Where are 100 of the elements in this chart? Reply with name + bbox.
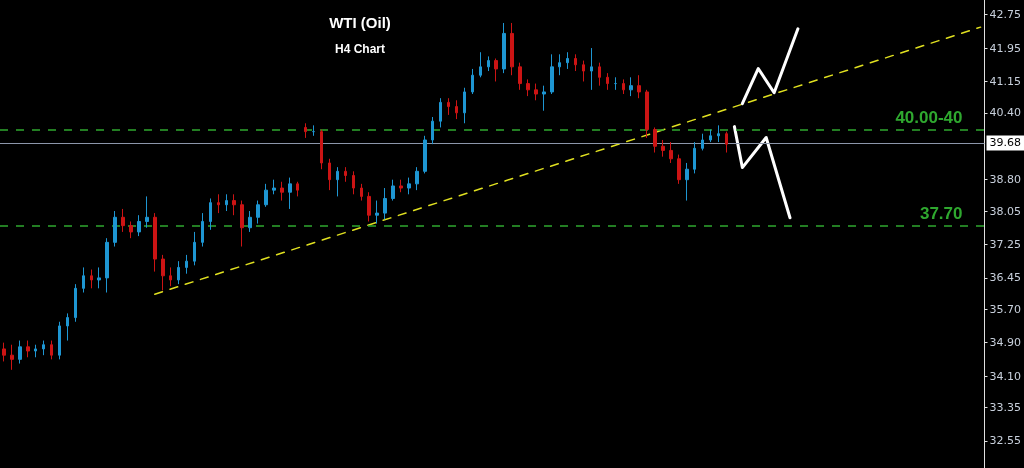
candlestick bbox=[645, 89, 649, 139]
candlestick bbox=[74, 283, 77, 323]
candlestick bbox=[256, 200, 260, 225]
candlestick bbox=[407, 177, 411, 195]
candlestick bbox=[717, 124, 720, 143]
candlestick bbox=[97, 266, 101, 289]
candlestick bbox=[90, 269, 93, 289]
y-tick-label: 38.80 bbox=[989, 173, 1022, 187]
candlestick bbox=[487, 55, 490, 72]
candlestick bbox=[582, 60, 585, 82]
candlestick bbox=[82, 266, 85, 293]
candlestick bbox=[542, 85, 546, 112]
y-tick-label: 32.55 bbox=[989, 434, 1022, 448]
candlestick bbox=[502, 22, 506, 74]
candlestick bbox=[217, 193, 220, 214]
candlestick bbox=[550, 53, 554, 95]
candlestick bbox=[121, 208, 125, 233]
candlestick bbox=[629, 76, 633, 97]
y-tick-label: 34.10 bbox=[989, 369, 1022, 383]
candlestick bbox=[534, 83, 538, 101]
candlestick bbox=[598, 62, 601, 87]
candlestick bbox=[50, 340, 53, 360]
candlestick bbox=[42, 340, 45, 356]
candlestick bbox=[701, 133, 704, 151]
candlestick bbox=[272, 179, 276, 195]
y-tick-label: 41.15 bbox=[989, 74, 1022, 88]
candlestick bbox=[669, 141, 673, 164]
candlestick bbox=[201, 212, 204, 248]
candlestick bbox=[193, 231, 196, 266]
ref-line-label: 39.68 bbox=[989, 136, 1022, 150]
candlestick bbox=[161, 254, 165, 291]
y-tick-label: 36.45 bbox=[989, 271, 1022, 285]
candlestick bbox=[518, 62, 522, 91]
y-tick-label: 35.70 bbox=[989, 302, 1022, 316]
candlestick bbox=[423, 135, 427, 174]
candlestick bbox=[129, 220, 133, 239]
candlestick bbox=[320, 129, 323, 170]
y-tick-label: 34.90 bbox=[989, 336, 1022, 350]
candlestick bbox=[225, 193, 228, 212]
candlestick bbox=[566, 51, 569, 70]
candlestick bbox=[360, 183, 363, 202]
y-tick-label: 42.75 bbox=[989, 8, 1022, 22]
y-tick-label: 37.25 bbox=[989, 237, 1022, 251]
candlestick bbox=[248, 210, 252, 233]
candlestick bbox=[209, 197, 212, 231]
candlestick bbox=[455, 99, 458, 120]
candlestick bbox=[304, 122, 307, 139]
candlestick bbox=[479, 51, 482, 78]
candlestick bbox=[18, 340, 22, 365]
candlestick bbox=[177, 260, 180, 285]
candlestick bbox=[105, 237, 109, 293]
candlestick bbox=[709, 129, 712, 143]
candlestick bbox=[26, 340, 30, 358]
line-series bbox=[740, 27, 800, 106]
candlestick bbox=[58, 321, 61, 360]
text: H4 Chart bbox=[334, 42, 386, 56]
candlestick bbox=[153, 212, 157, 273]
candlestick bbox=[471, 68, 474, 95]
candlestick bbox=[145, 195, 149, 229]
candlestick bbox=[391, 179, 395, 202]
candlestick bbox=[288, 177, 292, 210]
candlestick bbox=[296, 181, 299, 197]
candlestick bbox=[447, 97, 450, 116]
candlestick bbox=[336, 166, 339, 197]
candlestick bbox=[677, 154, 681, 185]
candlestick bbox=[113, 210, 117, 248]
candlestick bbox=[415, 166, 419, 191]
candlestick bbox=[352, 170, 355, 195]
ref-line-label: 40.00-40 bbox=[895, 107, 963, 127]
candlestick bbox=[510, 22, 514, 76]
candlestick bbox=[653, 126, 657, 154]
candlestick bbox=[693, 141, 696, 174]
line-series bbox=[732, 125, 792, 220]
candlestick bbox=[439, 97, 442, 128]
text: WTI (Oil) bbox=[329, 14, 391, 31]
candlestick bbox=[622, 78, 625, 95]
candlestick bbox=[606, 72, 609, 91]
candlestick bbox=[240, 200, 244, 248]
candlestick bbox=[590, 47, 593, 91]
candlestick bbox=[367, 191, 371, 222]
y-tick-label: 41.95 bbox=[989, 41, 1022, 55]
candlestick bbox=[137, 214, 141, 237]
ref-line-label: 37.70 bbox=[919, 203, 963, 223]
candlestick bbox=[232, 193, 236, 216]
candlestick bbox=[185, 254, 188, 275]
candlestick bbox=[264, 183, 268, 208]
candlestick bbox=[526, 78, 530, 97]
candlestick bbox=[280, 181, 284, 202]
y-tick-label: 38.05 bbox=[989, 204, 1022, 218]
candlestick bbox=[375, 200, 379, 225]
candlestick bbox=[10, 344, 14, 371]
candlestick bbox=[399, 179, 403, 193]
candlestick bbox=[558, 53, 561, 76]
candlestick bbox=[431, 116, 434, 145]
y-tick-label: 40.40 bbox=[989, 106, 1022, 120]
candlestick bbox=[34, 344, 37, 358]
candlestick bbox=[383, 187, 387, 220]
candlestick bbox=[661, 139, 665, 158]
candlestick bbox=[637, 74, 641, 99]
candlestick bbox=[463, 87, 466, 124]
